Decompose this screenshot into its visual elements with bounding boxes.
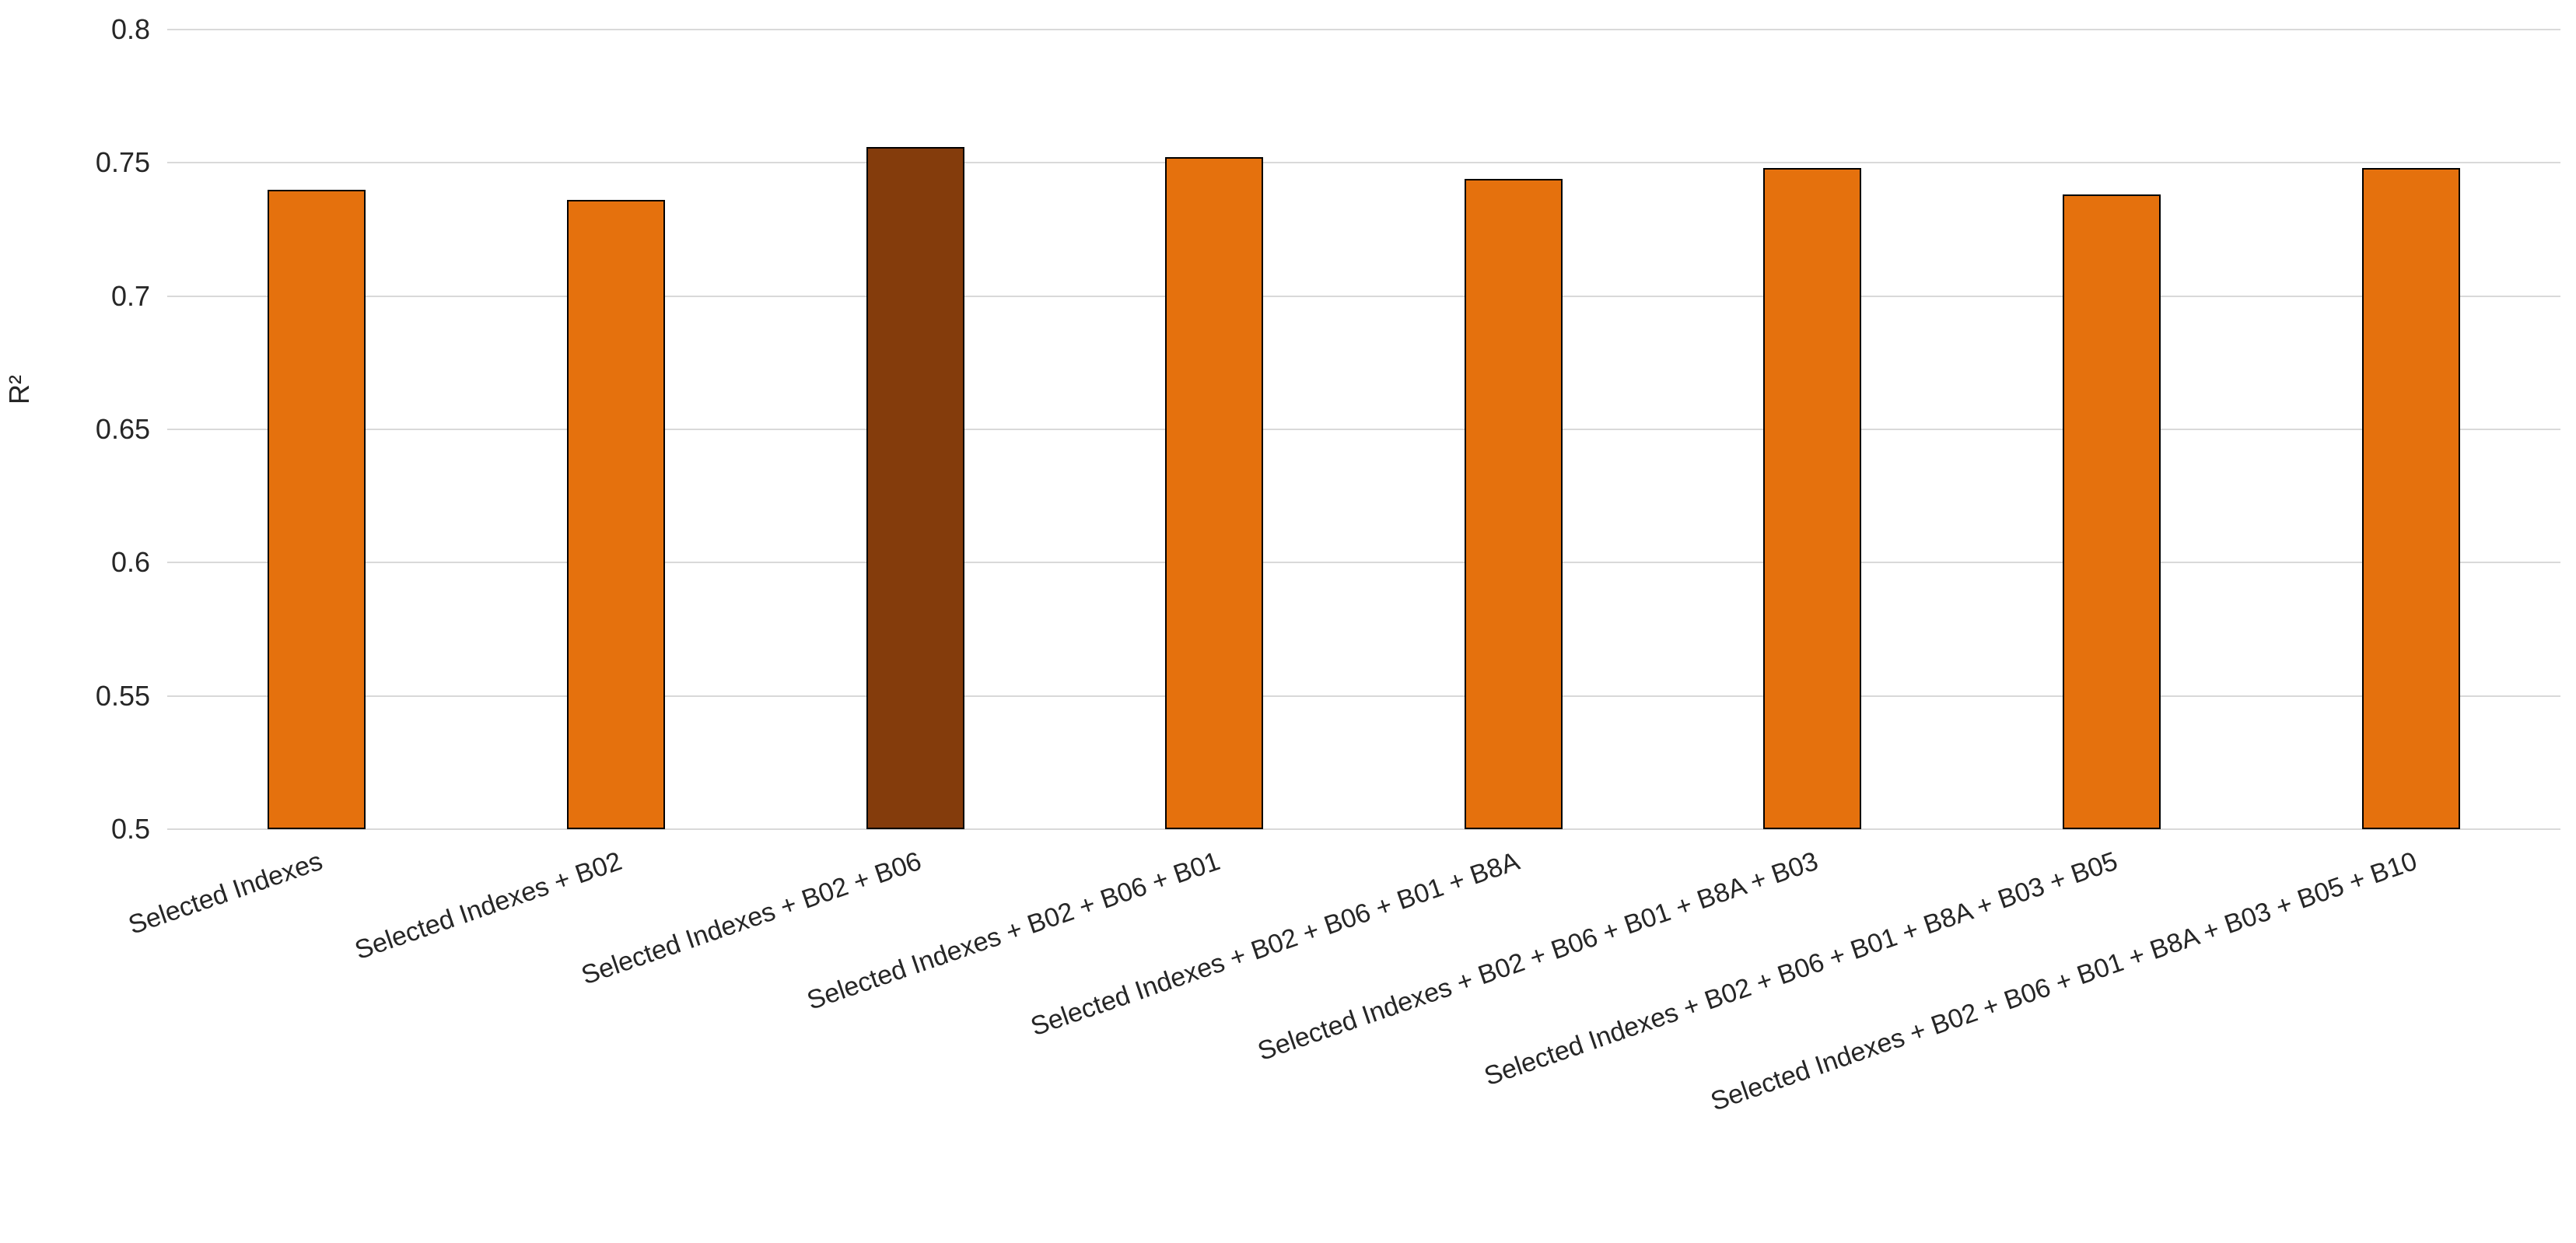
bar xyxy=(1464,178,1563,829)
x-tick-label: Selected Indexes + B02 + B06 + B01 + B8A xyxy=(1027,846,1524,1042)
bar xyxy=(268,189,366,829)
y-tick-label: 0.5 xyxy=(110,813,150,845)
bar xyxy=(1763,168,1862,829)
gridline xyxy=(167,162,2560,164)
bar xyxy=(2361,168,2460,829)
bar xyxy=(866,146,964,829)
gridline xyxy=(167,562,2560,564)
y-tick-label: 0.75 xyxy=(95,146,150,179)
bar xyxy=(2063,194,2161,829)
x-tick-label: Selected Indexes + B02 + B06 + B01 + B8A… xyxy=(1480,846,2122,1092)
y-tick-label: 0.65 xyxy=(95,413,150,445)
gridline xyxy=(167,295,2560,297)
y-axis-title: R² xyxy=(3,375,35,404)
x-tick-label: Selected Indexes + B02 + B06 + B01 xyxy=(803,846,1224,1016)
x-tick-label: Selected Indexes + B02 + B06 + B01 + B8A… xyxy=(1254,846,1822,1067)
y-tick-label: 0.8 xyxy=(110,13,150,45)
bar xyxy=(1165,157,1264,829)
gridline xyxy=(167,29,2560,30)
y-tick-label: 0.55 xyxy=(95,679,150,712)
gridline xyxy=(167,828,2560,830)
gridline xyxy=(167,695,2560,697)
y-tick-label: 0.6 xyxy=(110,546,150,579)
bar xyxy=(566,200,665,829)
y-tick-label: 0.7 xyxy=(110,279,150,312)
gridline xyxy=(167,429,2560,430)
x-tick-label: Selected Indexes + B02 + B06 + B01 + B8A… xyxy=(1706,846,2421,1117)
